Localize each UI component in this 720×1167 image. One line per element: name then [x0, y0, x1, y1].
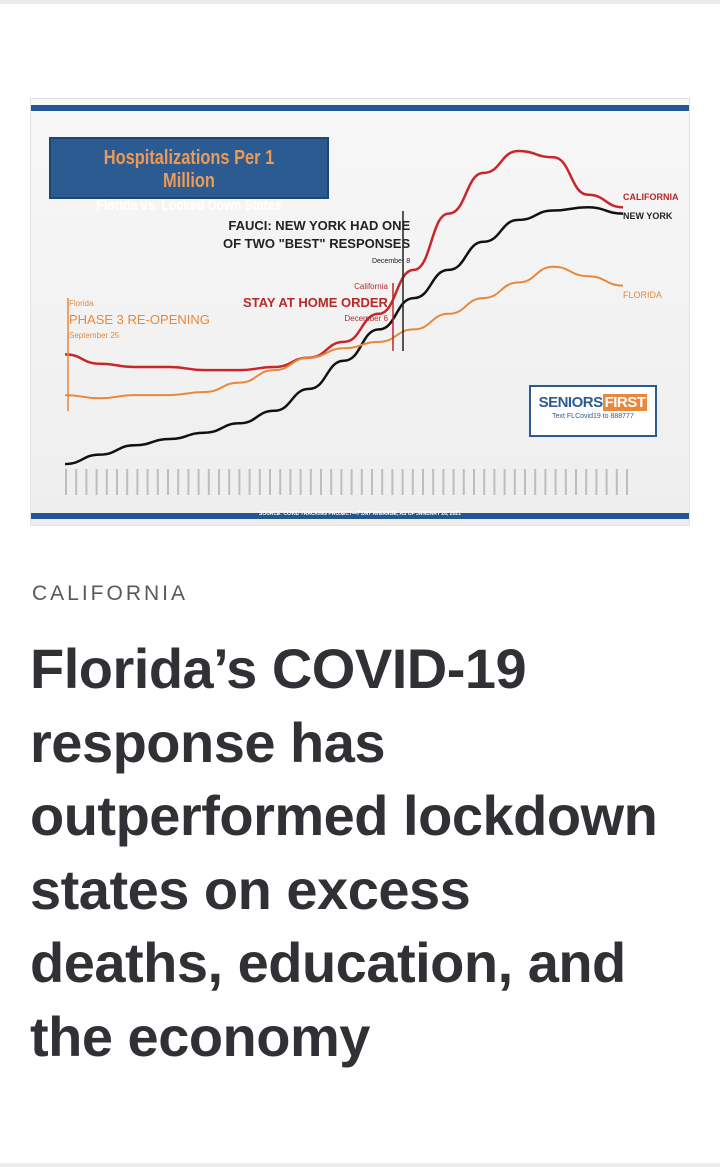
x-tick-mark: [462, 469, 465, 495]
x-tick-mark: [564, 469, 567, 495]
article-category[interactable]: CALIFORNIA: [32, 582, 189, 605]
fauci-date: December 8: [371, 258, 411, 265]
stay-home-text: STAY AT HOME ORDER: [243, 295, 388, 310]
x-tick-mark: [207, 469, 210, 495]
series-line-new-york: [64, 206, 624, 466]
chart-source: SOURCE: COVID TRACKING PROJECT—7 DAY AVE…: [259, 511, 461, 517]
top-divider: [0, 0, 720, 4]
x-tick-mark: [503, 469, 506, 495]
x-tick-mark: [544, 469, 547, 495]
x-tick-mark: [197, 469, 200, 495]
x-tick-mark: [381, 469, 384, 495]
hero-top-rule: [31, 105, 689, 111]
article-headline[interactable]: Florida’s COVID-19 response has outperfo…: [30, 637, 658, 1068]
series-label-california: CALIFORNIA: [623, 192, 679, 202]
hospitalizations-chart: [64, 149, 628, 495]
x-tick-mark: [187, 469, 190, 495]
logo-seniors: SENIORS: [538, 394, 604, 411]
chart-subtitle: Florida vs. Locked Down States: [96, 197, 282, 214]
fauci-annotation: FAUCI: NEW YORK HAD ONE OF TWO "BEST" RE…: [223, 217, 410, 271]
x-tick-mark: [534, 469, 537, 495]
x-tick-mark: [595, 469, 598, 495]
stay-home-annotation: California STAY AT HOME ORDER December 6: [243, 279, 388, 327]
florida-annotation-label: Florida: [69, 299, 94, 308]
x-tick-mark: [473, 469, 475, 495]
x-tick-mark: [126, 469, 129, 495]
series-lines: [64, 149, 624, 466]
x-tick-mark: [483, 469, 486, 495]
x-tick-mark: [615, 469, 618, 495]
x-tick-mark: [156, 469, 159, 495]
x-axis-ticks: [65, 469, 628, 495]
fauci-line2: OF TWO "BEST" RESPONSES: [223, 236, 411, 251]
x-tick-mark: [269, 469, 271, 495]
series-line-florida: [64, 265, 624, 400]
x-tick-mark: [401, 469, 404, 495]
x-tick-mark: [75, 469, 78, 495]
seniors-first-logo: SENIORS FIRST Text FLCovid19 to 888777: [529, 385, 657, 437]
hero-bottom-rule: [31, 513, 689, 519]
x-tick-mark: [340, 469, 343, 495]
x-tick-mark: [85, 469, 88, 495]
bottom-divider: [0, 1163, 720, 1167]
x-tick-mark: [442, 469, 445, 495]
x-tick-mark: [411, 469, 414, 495]
x-tick-mark: [299, 469, 302, 495]
x-tick-mark: [513, 469, 516, 495]
x-tick-mark: [218, 469, 220, 495]
hero-image[interactable]: Hospitalizations Per 1 Million Florida v…: [30, 98, 690, 526]
x-tick-mark: [422, 469, 424, 495]
x-tick-mark: [575, 469, 577, 495]
x-tick-mark: [554, 469, 557, 495]
x-tick-mark: [452, 469, 455, 495]
x-tick-mark: [391, 469, 394, 495]
x-tick-mark: [248, 469, 251, 495]
x-tick-mark: [320, 469, 322, 495]
x-tick-mark: [585, 469, 588, 495]
x-tick-mark: [493, 469, 496, 495]
x-tick-mark: [258, 469, 261, 495]
x-tick-mark: [105, 469, 108, 495]
x-tick-mark: [524, 469, 526, 495]
phase3-date: September 25: [69, 331, 120, 340]
x-tick-mark: [238, 469, 241, 495]
x-tick-mark: [371, 469, 373, 495]
logo-first: FIRST: [602, 394, 648, 411]
x-tick-mark: [350, 469, 353, 495]
x-tick-mark: [167, 469, 169, 495]
x-tick-mark: [65, 469, 67, 495]
x-tick-mark: [146, 469, 149, 495]
x-tick-mark: [605, 469, 608, 495]
x-tick-mark: [289, 469, 292, 495]
logo-tagline: Text FLCovid19 to 888777: [552, 413, 634, 420]
x-tick-mark: [228, 469, 231, 495]
x-tick-mark: [330, 469, 333, 495]
california-annotation-label: California: [354, 282, 388, 291]
chart-title-box: Hospitalizations Per 1 Million Florida v…: [49, 137, 329, 214]
series-label-new-york: NEW YORK: [623, 211, 673, 221]
x-tick-mark: [95, 469, 98, 495]
chart-title: Hospitalizations Per 1 Million: [103, 147, 275, 192]
series-line-california: [64, 149, 624, 372]
x-tick-mark: [360, 469, 363, 495]
series-label-florida: FLORIDA: [623, 290, 663, 300]
x-tick-mark: [136, 469, 139, 495]
x-tick-mark: [626, 469, 628, 495]
x-tick-mark: [177, 469, 180, 495]
x-tick-mark: [309, 469, 312, 495]
x-tick-mark: [432, 469, 435, 495]
x-tick-mark: [279, 469, 282, 495]
stay-home-date: December 6: [344, 314, 388, 323]
x-tick-mark: [116, 469, 118, 495]
phase3-annotation: Florida PHASE 3 RE-OPENING September 25: [69, 296, 210, 344]
phase3-text: PHASE 3 RE-OPENING: [69, 312, 210, 327]
fauci-line1: FAUCI: NEW YORK HAD ONE: [228, 218, 411, 233]
